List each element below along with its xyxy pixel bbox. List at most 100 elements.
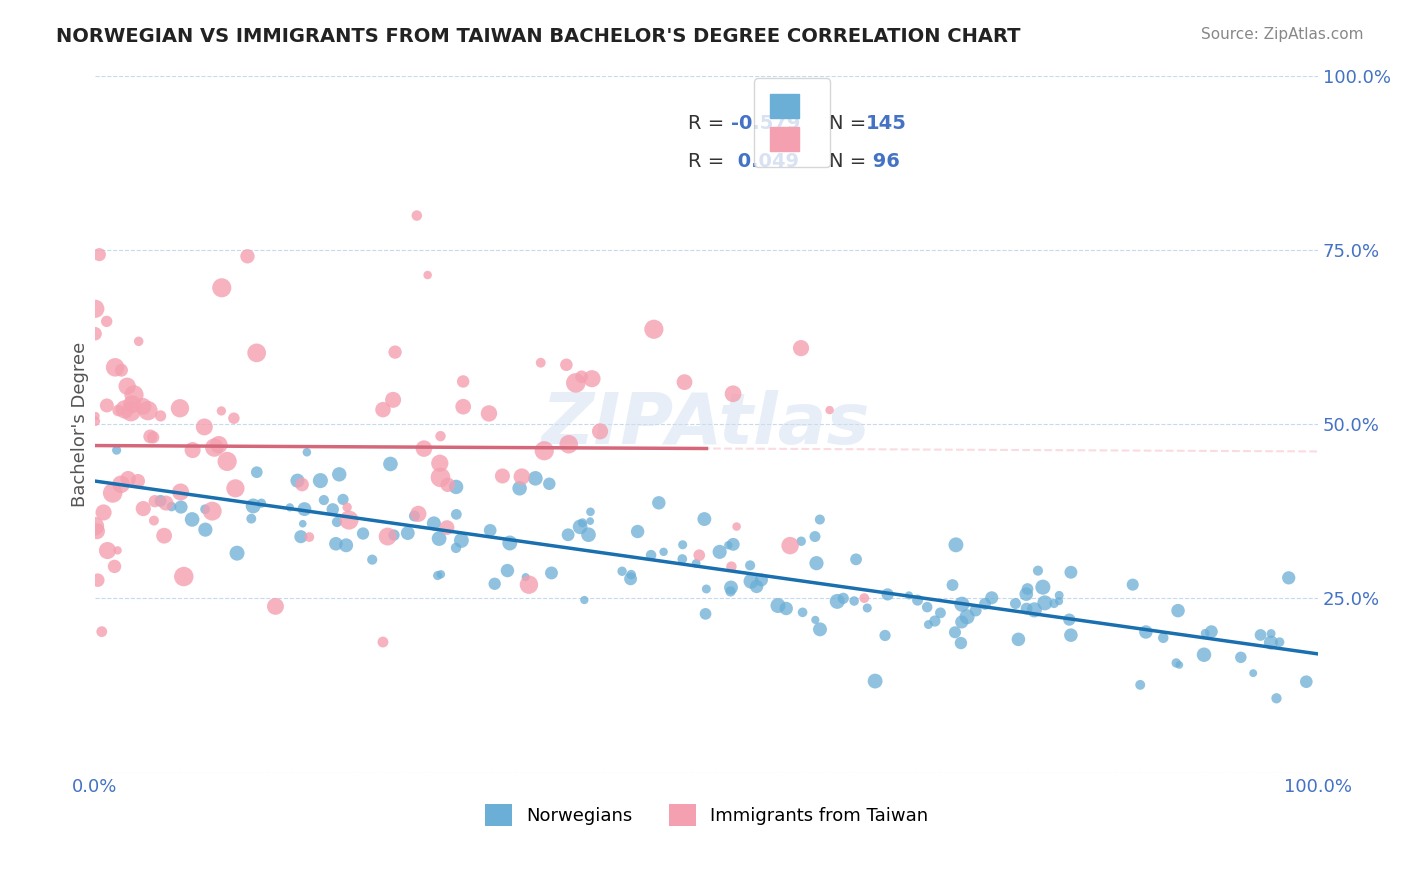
Point: [478, 406, 501, 420]
Point: [779, 539, 801, 553]
Point: [853, 591, 876, 606]
Point: [1192, 648, 1215, 662]
Point: [312, 493, 335, 508]
Point: [90, 624, 112, 639]
Point: [479, 524, 502, 538]
Point: [804, 613, 827, 627]
Point: [619, 572, 641, 586]
Point: [1129, 678, 1152, 692]
Point: [173, 569, 195, 583]
Point: [1047, 588, 1070, 602]
Point: [361, 552, 384, 566]
Point: [766, 599, 789, 613]
Point: [533, 443, 555, 458]
Point: [404, 508, 426, 523]
Point: [396, 526, 419, 541]
Text: N =: N =: [828, 153, 872, 171]
Point: [149, 493, 172, 508]
Point: [509, 481, 531, 495]
Point: [377, 529, 399, 543]
Point: [155, 496, 177, 510]
Point: [1059, 613, 1081, 627]
Point: [751, 573, 773, 587]
Point: [574, 593, 596, 607]
Point: [510, 469, 533, 483]
Point: [627, 524, 650, 539]
Point: [589, 425, 612, 439]
Point: [818, 403, 841, 417]
Point: [117, 472, 139, 486]
Point: [1060, 566, 1083, 580]
Point: [610, 564, 633, 578]
Text: 0.049: 0.049: [731, 153, 799, 171]
Point: [328, 467, 350, 482]
Point: [856, 601, 879, 615]
Point: [132, 400, 155, 414]
Point: [491, 469, 513, 483]
Point: [1268, 635, 1291, 649]
Point: [380, 457, 402, 471]
Point: [202, 441, 225, 455]
Point: [132, 501, 155, 516]
Point: [1168, 657, 1191, 672]
Point: [720, 559, 742, 574]
Point: [84, 409, 107, 423]
Point: [107, 403, 129, 417]
Point: [1167, 604, 1189, 618]
Point: [96, 399, 118, 413]
Point: [571, 516, 593, 530]
Point: [451, 400, 474, 414]
Point: [693, 512, 716, 526]
Point: [325, 537, 347, 551]
Point: [808, 512, 831, 526]
Point: [484, 576, 506, 591]
Point: [291, 516, 314, 531]
Point: [382, 528, 405, 542]
Point: [110, 477, 132, 491]
Point: [740, 558, 762, 573]
Point: [322, 502, 344, 516]
Point: [352, 526, 374, 541]
Point: [1043, 596, 1066, 610]
Point: [924, 614, 946, 628]
Point: [581, 372, 603, 386]
Point: [540, 566, 562, 580]
Point: [96, 543, 118, 558]
Point: [695, 582, 717, 596]
Point: [153, 529, 176, 543]
Point: [720, 581, 742, 595]
Point: [578, 527, 600, 541]
Point: [446, 508, 468, 522]
Text: NORWEGIAN VS IMMIGRANTS FROM TAIWAN BACHELOR'S DEGREE CORRELATION CHART: NORWEGIAN VS IMMIGRANTS FROM TAIWAN BACH…: [56, 27, 1021, 45]
Point: [181, 512, 204, 526]
Point: [291, 477, 314, 491]
Point: [246, 346, 269, 360]
Point: [96, 314, 118, 328]
Point: [382, 392, 405, 407]
Point: [193, 420, 215, 434]
Point: [127, 474, 149, 488]
Point: [427, 532, 450, 546]
Point: [1201, 624, 1223, 639]
Point: [226, 546, 249, 560]
Point: [371, 402, 394, 417]
Point: [444, 541, 467, 555]
Point: [555, 358, 578, 372]
Point: [806, 556, 828, 570]
Point: [640, 548, 662, 562]
Point: [832, 591, 855, 606]
Point: [371, 635, 394, 649]
Point: [950, 597, 973, 611]
Point: [278, 500, 301, 515]
Point: [436, 520, 458, 534]
Point: [208, 438, 231, 452]
Point: [1260, 626, 1282, 640]
Point: [956, 609, 979, 624]
Point: [688, 548, 710, 562]
Point: [107, 543, 129, 558]
Point: [194, 523, 217, 537]
Point: [1230, 650, 1253, 665]
Point: [295, 445, 318, 459]
Point: [949, 636, 972, 650]
Point: [336, 500, 359, 515]
